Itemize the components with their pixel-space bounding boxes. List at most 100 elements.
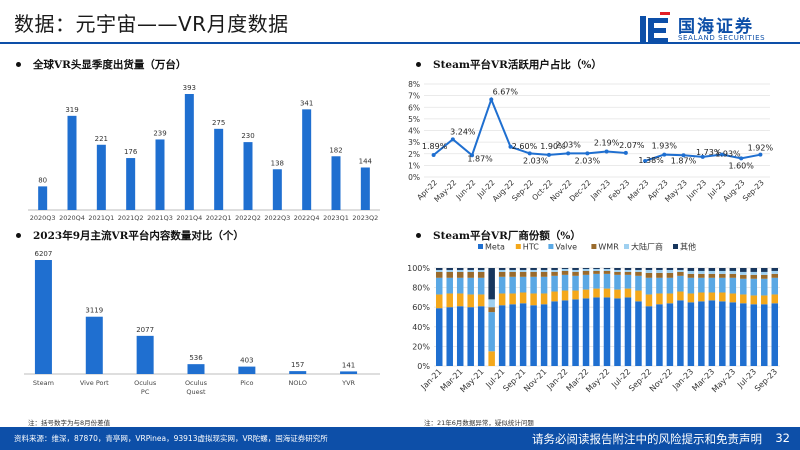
data-label: 6207 xyxy=(35,250,53,258)
stack-segment xyxy=(656,273,663,278)
stack-segment xyxy=(772,303,779,366)
legend-label: 大陆厂商 xyxy=(631,242,663,252)
stack-segment xyxy=(667,273,674,278)
page-number: 32 xyxy=(775,431,790,445)
stack-segment xyxy=(751,279,758,296)
data-label: 2.60% xyxy=(512,142,538,151)
x-tick-label: Nov-22 xyxy=(648,367,674,393)
bar xyxy=(185,94,194,210)
stack-segment xyxy=(761,295,768,304)
legend-swatch xyxy=(591,244,596,249)
stack-segment xyxy=(520,268,527,270)
stack-segment xyxy=(677,268,684,270)
x-tick-label: 2021Q2 xyxy=(118,214,144,222)
stack-segment xyxy=(740,272,747,275)
vendor-stacked-bar-chart: Meta HTC Valve WMR 大陆厂商 其他0%20%40%60%80%100%J… xyxy=(402,241,788,416)
stack-segment xyxy=(698,293,705,302)
stack-segment xyxy=(436,278,443,295)
stack-segment xyxy=(698,274,705,278)
stack-segment xyxy=(772,294,779,303)
data-label: 2.07% xyxy=(619,141,645,150)
x-tick-label: Pico xyxy=(240,379,253,387)
stack-segment xyxy=(562,271,569,275)
stack-segment xyxy=(467,278,474,295)
stack-segment xyxy=(614,272,621,275)
stack-segment xyxy=(677,270,684,272)
stack-segment xyxy=(740,275,747,279)
stack-segment xyxy=(646,306,653,366)
x-tick-label: May-21 xyxy=(458,367,485,394)
stack-segment xyxy=(730,302,737,366)
stack-segment xyxy=(520,303,527,366)
stack-segment xyxy=(614,290,621,299)
stack-segment xyxy=(719,271,726,274)
stack-segment xyxy=(530,305,537,366)
stack-segment xyxy=(751,275,758,279)
stack-segment xyxy=(457,278,464,294)
stack-segment xyxy=(499,272,506,277)
stack-segment xyxy=(446,268,453,270)
stack-segment xyxy=(551,270,558,272)
stack-segment xyxy=(509,277,516,294)
vendor-note: 注：21年6月数据异常，疑似统计问题 xyxy=(424,417,534,427)
x-tick-label: PC xyxy=(141,388,150,396)
stack-segment xyxy=(751,295,758,304)
bar xyxy=(86,317,103,374)
stack-segment xyxy=(509,270,516,272)
stack-segment xyxy=(625,270,632,272)
data-label: 1.93% xyxy=(652,142,678,151)
data-point xyxy=(739,156,743,160)
data-label: 1.38% xyxy=(638,156,664,165)
x-tick-label: 2023Q1 xyxy=(323,214,349,222)
stack-segment xyxy=(614,268,621,270)
stack-segment xyxy=(635,301,642,366)
data-label: 157 xyxy=(291,361,304,369)
bar xyxy=(332,156,341,210)
data-label: 403 xyxy=(240,357,253,365)
data-point xyxy=(489,97,493,101)
stack-segment xyxy=(562,300,569,366)
x-tick-label: Jun-23 xyxy=(684,178,708,202)
stack-segment xyxy=(551,268,558,270)
stack-segment xyxy=(730,271,737,274)
x-tick-label: NOLO xyxy=(288,379,306,387)
stack-segment xyxy=(499,268,506,270)
y-tick-label: 80% xyxy=(412,284,430,293)
stack-segment xyxy=(436,270,443,272)
stack-segment xyxy=(541,277,548,294)
legend-swatch xyxy=(624,244,629,249)
data-label: 3119 xyxy=(85,307,103,315)
legend-swatch xyxy=(548,244,553,249)
stack-segment xyxy=(761,304,768,366)
stack-segment xyxy=(488,299,495,307)
stack-segment xyxy=(604,268,611,269)
stack-segment xyxy=(667,268,674,270)
data-label: 1.92% xyxy=(748,144,774,153)
data-label: 6.67% xyxy=(493,87,519,96)
bar xyxy=(361,167,370,210)
y-tick-label: 0% xyxy=(417,362,430,371)
stack-segment xyxy=(646,268,653,270)
stack-segment xyxy=(656,278,663,294)
stack-segment xyxy=(730,278,737,294)
stack-segment xyxy=(583,298,590,366)
stack-segment xyxy=(656,304,663,366)
stack-segment xyxy=(688,302,695,366)
stack-segment xyxy=(635,268,642,270)
stack-segment xyxy=(677,272,684,276)
data-point xyxy=(624,151,628,155)
bullet-icon xyxy=(16,233,21,238)
data-point xyxy=(662,153,666,157)
stack-segment xyxy=(604,274,611,289)
stack-segment xyxy=(635,272,642,276)
x-tick-label: Quest xyxy=(186,388,206,396)
stack-segment xyxy=(541,268,548,270)
stack-segment xyxy=(625,272,632,275)
stack-segment xyxy=(656,270,663,273)
stack-segment xyxy=(509,268,516,270)
stack-segment xyxy=(520,272,527,277)
stack-segment xyxy=(604,297,611,366)
data-label: 2.19% xyxy=(594,139,620,148)
data-point xyxy=(758,153,762,157)
stack-segment xyxy=(446,307,453,366)
